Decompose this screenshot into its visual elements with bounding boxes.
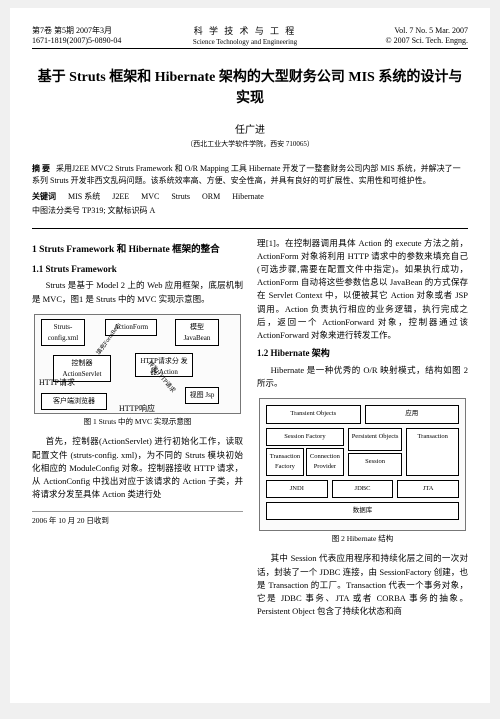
columns: 1 Struts Framework 和 Hibernate 框架的整合 1.1… xyxy=(32,237,468,619)
fig2-app: 应用 xyxy=(365,405,460,423)
divider xyxy=(32,228,468,229)
abstract-text: 采用J2EE MVC2 Struts Framework 和 O/R Mappi… xyxy=(32,164,461,185)
keywords: 关键词 MIS 系统 J2EE MVC Struts ORM Hibernate xyxy=(32,191,468,202)
fig1-javabean: 模型 JavaBean xyxy=(175,319,219,347)
fig2-jndi: JNDI xyxy=(266,480,328,498)
keyword-2: MVC xyxy=(141,192,159,201)
affiliation: （西北工业大学软件学院，西安 710065） xyxy=(32,139,468,149)
journal-title-cn: 科 学 技 术 与 工 程 xyxy=(152,26,338,38)
received-date: 2006 年 10 月 20 日收到 xyxy=(32,511,243,527)
volume-issue: 第7卷 第5期 2007年3月 xyxy=(32,26,152,36)
journal-title-en: Science Technology and Engineering xyxy=(152,38,338,47)
page: 第7卷 第5期 2007年3月 1671-1819(2007)5-0890-04… xyxy=(10,8,490,703)
fig1-label-httpreq: HTTP请求 xyxy=(39,377,75,389)
header-left: 第7卷 第5期 2007年3月 1671-1819(2007)5-0890-04 xyxy=(32,26,152,47)
fig1-browser: 客户端浏览器 xyxy=(41,393,107,410)
fig2-connprovider: Connection Provider xyxy=(306,448,344,476)
section-1-1-p1: Struts 是基于 Model 2 上的 Web 应用框架，底层机制是 MVC… xyxy=(32,279,243,305)
figure-1-caption: 图 1 Struts 中的 MVC 实现示意图 xyxy=(34,416,241,428)
section-1-1-title: 1.1 Struts Framework xyxy=(32,263,243,277)
figure-1: Struts- config.xml ActionForm 模型 JavaBea… xyxy=(32,312,243,430)
keywords-label: 关键词 xyxy=(32,192,56,201)
copyright: © 2007 Sci. Tech. Engng. xyxy=(338,36,468,46)
figure-2-caption: 图 2 Hibernate 结构 xyxy=(259,533,466,545)
vol-no-date: Vol. 7 No. 5 Mar. 2007 xyxy=(338,26,468,36)
section-1-2-p1: Hibernate 是一种优秀的 O/R 映射模式，结构如图 2 所示。 xyxy=(257,364,468,390)
abstract: 摘 要采用J2EE MVC2 Struts Framework 和 O/R Ma… xyxy=(32,163,468,187)
header-right: Vol. 7 No. 5 Mar. 2007 © 2007 Sci. Tech.… xyxy=(338,26,468,47)
header: 第7卷 第5期 2007年3月 1671-1819(2007)5-0890-04… xyxy=(32,26,468,49)
fig2-database: 数据库 xyxy=(266,502,459,520)
fig2-persistent: Persistent Objects xyxy=(348,428,402,451)
fig2-txnfactory: Transaction Factory xyxy=(266,448,304,476)
section-1-2-title: 1.2 Hibernate 架构 xyxy=(257,347,468,361)
fig1-label-httpresp: HTTP响应 xyxy=(119,403,155,415)
author: 任广进 xyxy=(32,121,468,136)
paper-title: 基于 Struts 框架和 Hibernate 架构的大型财务公司 MIS 系统… xyxy=(32,67,468,109)
classification: 中图法分类号 TP319; 文献标识码 A xyxy=(32,205,468,216)
section-1-1-p2: 首先，控制器(ActionServlet) 进行初始化工作，读取配置文件 (st… xyxy=(32,435,243,501)
header-center: 科 学 技 术 与 工 程 Science Technology and Eng… xyxy=(152,26,338,47)
fig1-struts-config: Struts- config.xml xyxy=(41,319,85,347)
col2-p2: 其中 Session 代表应用程序和持续化层之间的一次对话，封装了一个 JDBC… xyxy=(257,552,468,618)
fig2-transient: Transient Objects xyxy=(266,405,361,423)
col2-p1: 理[1]。在控制器调用具体 Action 的 execute 方法之前，Acti… xyxy=(257,237,468,342)
issn: 1671-1819(2007)5-0890-04 xyxy=(32,36,152,46)
fig2-session: Session xyxy=(348,453,402,476)
keyword-3: Struts xyxy=(171,192,190,201)
figure-1-diagram: Struts- config.xml ActionForm 模型 JavaBea… xyxy=(34,314,241,414)
figure-2: Transient Objects 应用 Session Factory Tra… xyxy=(257,396,468,546)
keyword-1: J2EE xyxy=(112,192,129,201)
fig2-jta: JTA xyxy=(397,480,459,498)
figure-2-diagram: Transient Objects 应用 Session Factory Tra… xyxy=(259,398,466,530)
section-1-title: 1 Struts Framework 和 Hibernate 框架的整合 xyxy=(32,243,243,258)
fig1-view: 视图 Jsp xyxy=(185,387,219,404)
fig2-jdbc: JDBC xyxy=(332,480,394,498)
fig2-sessionfactory: Session Factory xyxy=(266,428,344,446)
keyword-5: Hibernate xyxy=(232,192,264,201)
column-right: 理[1]。在控制器调用具体 Action 的 execute 方法之前，Acti… xyxy=(257,237,468,619)
column-left: 1 Struts Framework 和 Hibernate 框架的整合 1.1… xyxy=(32,237,243,619)
keyword-0: MIS 系统 xyxy=(68,192,100,201)
abstract-label: 摘 要 xyxy=(32,164,50,173)
fig2-transaction: Transaction xyxy=(406,428,459,476)
keyword-4: ORM xyxy=(202,192,220,201)
